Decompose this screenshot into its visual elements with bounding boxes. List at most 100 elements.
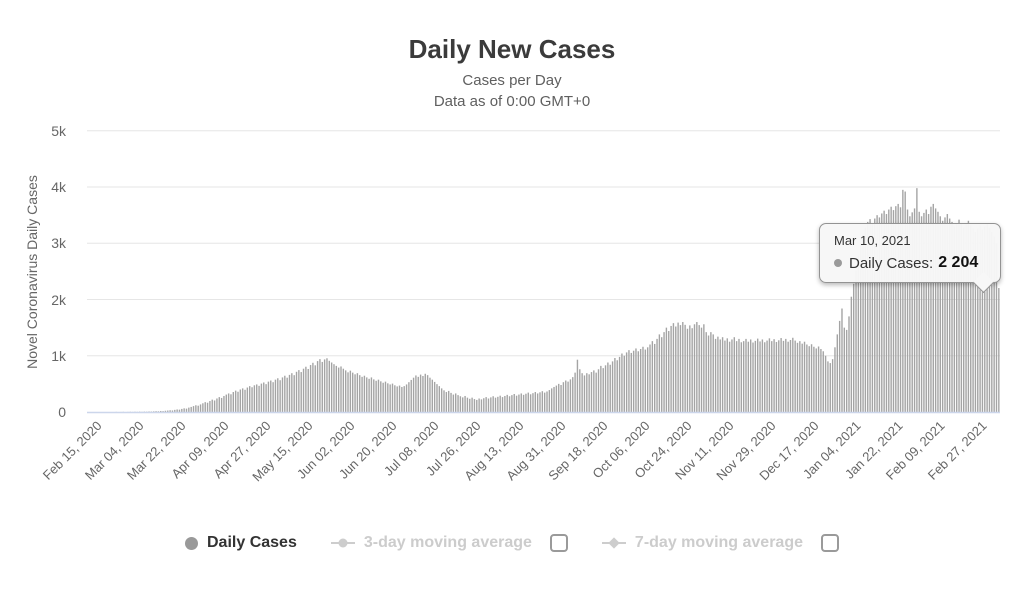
bar[interactable]: [265, 384, 267, 412]
bar[interactable]: [979, 225, 981, 412]
bar[interactable]: [485, 397, 487, 412]
bar[interactable]: [321, 361, 323, 412]
bar[interactable]: [153, 411, 155, 412]
bar[interactable]: [405, 384, 408, 412]
bar[interactable]: [508, 396, 511, 412]
bar[interactable]: [717, 336, 719, 412]
bar[interactable]: [576, 359, 579, 412]
bar[interactable]: [401, 386, 403, 412]
bar[interactable]: [447, 390, 450, 412]
bar[interactable]: [384, 381, 387, 412]
bar[interactable]: [644, 349, 647, 412]
bar[interactable]: [646, 347, 649, 412]
bar[interactable]: [206, 402, 209, 412]
bar[interactable]: [302, 368, 305, 412]
bar[interactable]: [972, 228, 974, 412]
bar[interactable]: [778, 340, 780, 412]
bar[interactable]: [656, 338, 658, 412]
bar[interactable]: [483, 398, 485, 412]
bar[interactable]: [757, 338, 759, 412]
bar[interactable]: [546, 391, 548, 412]
bar[interactable]: [525, 393, 527, 412]
bar[interactable]: [618, 356, 621, 412]
bar[interactable]: [970, 225, 972, 412]
bar[interactable]: [630, 352, 632, 412]
bar[interactable]: [881, 213, 883, 412]
bar[interactable]: [740, 342, 743, 412]
bar[interactable]: [841, 308, 843, 412]
bar[interactable]: [263, 382, 265, 412]
bar[interactable]: [305, 366, 307, 412]
bar[interactable]: [686, 328, 689, 412]
bar[interactable]: [848, 316, 850, 412]
bar[interactable]: [572, 377, 574, 412]
bar[interactable]: [487, 398, 490, 413]
bar[interactable]: [904, 191, 906, 412]
bar[interactable]: [836, 334, 838, 412]
bar[interactable]: [398, 385, 401, 412]
bar[interactable]: [974, 232, 977, 412]
bar[interactable]: [213, 400, 216, 412]
bar[interactable]: [277, 378, 279, 412]
bar[interactable]: [529, 394, 532, 412]
bar[interactable]: [330, 362, 333, 412]
bar[interactable]: [462, 397, 464, 412]
bar[interactable]: [424, 373, 426, 412]
bar[interactable]: [171, 410, 174, 412]
bar[interactable]: [700, 327, 703, 412]
bar[interactable]: [939, 216, 941, 412]
bar[interactable]: [803, 341, 806, 412]
bar[interactable]: [185, 408, 188, 412]
bar[interactable]: [377, 379, 380, 412]
bar[interactable]: [906, 209, 909, 412]
bar[interactable]: [780, 338, 782, 412]
bar[interactable]: [366, 377, 368, 412]
bar[interactable]: [539, 392, 541, 412]
bar[interactable]: [520, 393, 522, 412]
bar[interactable]: [555, 385, 558, 412]
bar[interactable]: [707, 335, 710, 412]
bar[interactable]: [590, 372, 593, 412]
bar[interactable]: [794, 340, 796, 412]
legend-checkbox-7day[interactable]: [821, 534, 839, 552]
bar[interactable]: [623, 355, 625, 412]
bar[interactable]: [986, 223, 988, 412]
bar[interactable]: [160, 410, 162, 412]
bar[interactable]: [941, 220, 944, 412]
bar[interactable]: [984, 226, 986, 412]
bar[interactable]: [410, 379, 412, 412]
bar[interactable]: [963, 227, 965, 412]
bar[interactable]: [333, 364, 335, 412]
bar[interactable]: [745, 338, 747, 412]
bar[interactable]: [810, 344, 813, 412]
bar[interactable]: [958, 219, 960, 412]
bar[interactable]: [274, 379, 277, 412]
bar[interactable]: [553, 386, 555, 412]
bar[interactable]: [534, 392, 537, 412]
bar[interactable]: [607, 362, 609, 412]
bar[interactable]: [918, 211, 920, 412]
bar[interactable]: [335, 365, 338, 412]
bar[interactable]: [654, 343, 656, 412]
bar[interactable]: [452, 394, 455, 412]
bar[interactable]: [845, 329, 848, 412]
bar[interactable]: [506, 394, 508, 412]
bar[interactable]: [675, 326, 677, 412]
bar[interactable]: [815, 348, 817, 412]
bar[interactable]: [820, 349, 822, 412]
bar[interactable]: [342, 368, 345, 412]
bar[interactable]: [897, 203, 899, 412]
bar[interactable]: [731, 339, 733, 412]
bar[interactable]: [457, 395, 459, 412]
bar[interactable]: [899, 207, 902, 412]
bar[interactable]: [195, 405, 197, 412]
bar[interactable]: [370, 377, 373, 412]
bar[interactable]: [267, 381, 270, 412]
bar[interactable]: [249, 386, 251, 412]
bar[interactable]: [604, 365, 607, 412]
bar[interactable]: [361, 376, 363, 412]
bar[interactable]: [616, 360, 618, 412]
bar[interactable]: [560, 385, 562, 412]
bar[interactable]: [719, 339, 721, 412]
bar[interactable]: [419, 374, 422, 412]
